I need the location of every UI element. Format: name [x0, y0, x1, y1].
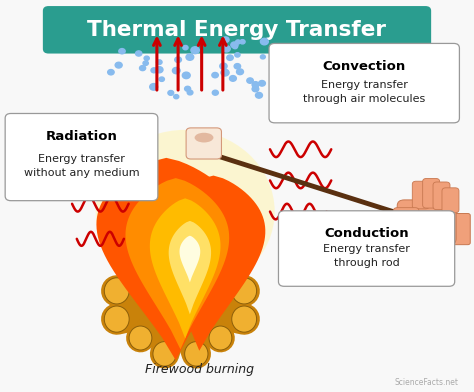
Circle shape: [234, 64, 241, 69]
Circle shape: [159, 77, 164, 82]
Circle shape: [223, 46, 230, 52]
Ellipse shape: [153, 244, 176, 269]
Polygon shape: [150, 198, 220, 338]
Circle shape: [173, 67, 180, 74]
Circle shape: [233, 45, 237, 49]
Text: Convection: Convection: [323, 60, 406, 73]
Text: Energy transfer
through rod: Energy transfer through rod: [323, 245, 410, 269]
Ellipse shape: [153, 341, 176, 366]
Circle shape: [236, 40, 240, 44]
Circle shape: [187, 90, 193, 95]
Ellipse shape: [96, 130, 275, 293]
FancyBboxPatch shape: [393, 208, 419, 223]
Circle shape: [260, 38, 268, 45]
Circle shape: [168, 91, 173, 95]
Circle shape: [191, 47, 199, 54]
Polygon shape: [169, 221, 211, 314]
FancyBboxPatch shape: [278, 211, 455, 286]
FancyBboxPatch shape: [186, 128, 221, 159]
Circle shape: [235, 53, 240, 57]
Ellipse shape: [129, 260, 152, 284]
FancyBboxPatch shape: [442, 188, 459, 213]
Circle shape: [139, 65, 146, 71]
Circle shape: [108, 69, 114, 75]
Ellipse shape: [104, 306, 129, 332]
Circle shape: [143, 61, 148, 65]
Text: Energy transfer
through air molecules: Energy transfer through air molecules: [303, 80, 425, 103]
Circle shape: [255, 93, 263, 98]
Text: Firewood burning: Firewood burning: [145, 363, 254, 376]
Circle shape: [229, 76, 237, 81]
Circle shape: [155, 67, 163, 73]
FancyBboxPatch shape: [269, 44, 459, 123]
Circle shape: [151, 68, 157, 73]
Circle shape: [119, 49, 125, 54]
Ellipse shape: [195, 133, 213, 142]
Circle shape: [220, 63, 227, 69]
Circle shape: [212, 90, 219, 95]
Text: Energy transfer
without any medium: Energy transfer without any medium: [24, 154, 139, 178]
Circle shape: [156, 60, 162, 64]
Circle shape: [115, 62, 122, 68]
Polygon shape: [180, 236, 200, 282]
Circle shape: [212, 73, 219, 78]
FancyBboxPatch shape: [439, 214, 470, 245]
FancyBboxPatch shape: [397, 200, 456, 245]
Circle shape: [150, 83, 158, 90]
Circle shape: [247, 78, 253, 83]
Ellipse shape: [209, 260, 232, 284]
Ellipse shape: [232, 306, 256, 332]
Circle shape: [260, 55, 265, 59]
Text: Radiation: Radiation: [46, 130, 118, 143]
Ellipse shape: [232, 278, 256, 304]
Polygon shape: [152, 176, 265, 351]
Circle shape: [231, 42, 238, 48]
Ellipse shape: [104, 278, 129, 304]
Circle shape: [182, 72, 190, 79]
Circle shape: [144, 56, 149, 60]
Circle shape: [186, 54, 194, 60]
Text: Conduction: Conduction: [324, 227, 409, 240]
Ellipse shape: [185, 341, 208, 366]
Circle shape: [175, 57, 182, 62]
Circle shape: [240, 40, 245, 44]
Text: ScienceFacts.net: ScienceFacts.net: [394, 378, 458, 387]
FancyBboxPatch shape: [412, 181, 429, 209]
Circle shape: [184, 86, 191, 91]
Circle shape: [259, 80, 265, 86]
FancyBboxPatch shape: [433, 182, 450, 210]
FancyBboxPatch shape: [423, 178, 439, 208]
Circle shape: [221, 69, 229, 76]
Ellipse shape: [185, 244, 208, 269]
Circle shape: [252, 86, 259, 92]
Ellipse shape: [209, 326, 232, 350]
Circle shape: [183, 45, 188, 50]
Circle shape: [227, 55, 233, 60]
Circle shape: [252, 82, 259, 87]
Circle shape: [252, 83, 259, 88]
Circle shape: [173, 94, 179, 99]
FancyBboxPatch shape: [43, 6, 431, 54]
Text: Thermal Energy Transfer: Thermal Energy Transfer: [88, 20, 386, 40]
Polygon shape: [96, 158, 243, 360]
Circle shape: [222, 37, 229, 42]
Circle shape: [237, 69, 244, 74]
Circle shape: [136, 51, 142, 56]
FancyBboxPatch shape: [5, 114, 158, 201]
Polygon shape: [126, 178, 229, 349]
Ellipse shape: [129, 326, 152, 350]
